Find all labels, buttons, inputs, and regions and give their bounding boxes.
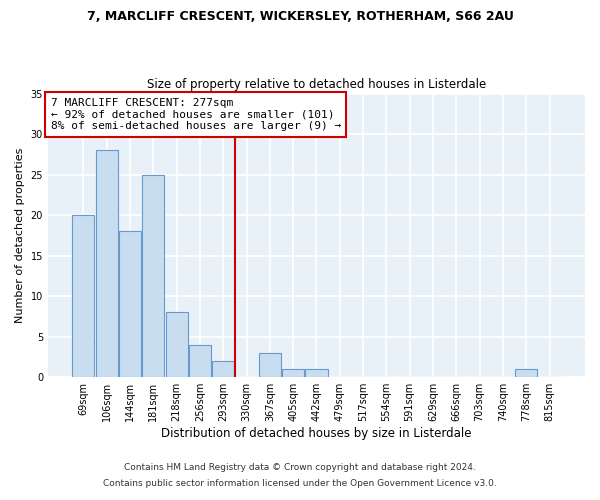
Title: Size of property relative to detached houses in Listerdale: Size of property relative to detached ho…	[147, 78, 486, 91]
Bar	[189, 345, 211, 377]
Y-axis label: Number of detached properties: Number of detached properties	[15, 148, 25, 323]
Bar	[515, 369, 537, 377]
Bar	[95, 150, 118, 377]
X-axis label: Distribution of detached houses by size in Listerdale: Distribution of detached houses by size …	[161, 427, 472, 440]
Bar	[212, 361, 235, 377]
Bar	[73, 215, 94, 377]
Bar	[166, 312, 188, 377]
Text: 7, MARCLIFF CRESCENT, WICKERSLEY, ROTHERHAM, S66 2AU: 7, MARCLIFF CRESCENT, WICKERSLEY, ROTHER…	[86, 10, 514, 23]
Bar	[142, 174, 164, 377]
Text: Contains HM Land Registry data © Crown copyright and database right 2024.: Contains HM Land Registry data © Crown c…	[124, 464, 476, 472]
Bar	[282, 369, 304, 377]
Text: 7 MARCLIFF CRESCENT: 277sqm
← 92% of detached houses are smaller (101)
8% of sem: 7 MARCLIFF CRESCENT: 277sqm ← 92% of det…	[50, 98, 341, 131]
Bar	[259, 353, 281, 377]
Text: Contains public sector information licensed under the Open Government Licence v3: Contains public sector information licen…	[103, 478, 497, 488]
Bar	[119, 232, 141, 377]
Bar	[305, 369, 328, 377]
